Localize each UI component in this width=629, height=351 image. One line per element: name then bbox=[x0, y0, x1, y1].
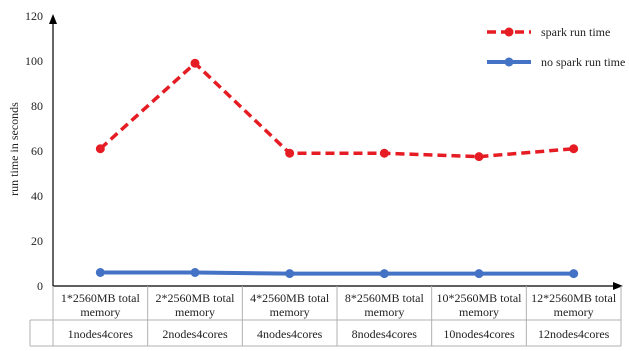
legend-label: no spark run time bbox=[541, 55, 625, 69]
x-tick-label: 2*2560MB total bbox=[155, 291, 235, 305]
data-point bbox=[474, 152, 484, 162]
y-tick-label: 20 bbox=[31, 234, 43, 248]
y-tick-label: 120 bbox=[25, 9, 43, 23]
x-tick-label: 8*2560MB total bbox=[345, 291, 425, 305]
data-point bbox=[95, 268, 105, 277]
data-point bbox=[190, 58, 200, 68]
y-axis-arrow bbox=[49, 14, 57, 24]
x-tick-label: 12*2560MB total bbox=[531, 291, 617, 305]
x-tick-label: memory bbox=[80, 305, 120, 319]
y-tick-label: 100 bbox=[25, 54, 43, 68]
x-tick-label: memory bbox=[459, 305, 499, 319]
legend-marker bbox=[504, 27, 514, 37]
x-tick-label: 4nodes4cores bbox=[257, 327, 323, 341]
series-line-2 bbox=[100, 270, 574, 276]
x-axis-arrow bbox=[613, 282, 623, 290]
data-point bbox=[285, 148, 295, 158]
data-point bbox=[569, 144, 579, 154]
legend-marker bbox=[504, 57, 514, 67]
x-tick-label: 4*2560MB total bbox=[250, 291, 330, 305]
y-tick-label: 40 bbox=[31, 189, 43, 203]
legend: spark run time no spark run time bbox=[487, 25, 625, 69]
legend-label: spark run time bbox=[541, 25, 610, 39]
x-tick-label: memory bbox=[270, 305, 310, 319]
series-lines bbox=[95, 58, 579, 279]
y-tick-labels: 0 20 40 60 80 100 120 bbox=[25, 9, 43, 293]
data-point bbox=[285, 269, 295, 279]
x-tick-label: 12nodes4cores bbox=[538, 327, 610, 341]
x-tick-label: 10nodes4cores bbox=[443, 327, 515, 341]
x-tick-label: 2nodes4cores bbox=[162, 327, 228, 341]
x-tick-label: memory bbox=[364, 305, 404, 319]
data-point bbox=[95, 144, 105, 154]
y-tick-label: 0 bbox=[37, 279, 43, 293]
data-point bbox=[379, 269, 389, 279]
data-point bbox=[569, 269, 579, 279]
data-point bbox=[474, 269, 484, 279]
data-point bbox=[190, 268, 200, 277]
series-line-1 bbox=[99, 61, 574, 159]
x-tick-label: 1*2560MB total bbox=[61, 291, 141, 305]
x-tick-label: memory bbox=[175, 305, 215, 319]
data-point bbox=[379, 148, 389, 158]
x-tick-label: 1nodes4cores bbox=[68, 327, 134, 341]
y-tick-label: 60 bbox=[31, 144, 43, 158]
x-tick-label: 8nodes4cores bbox=[352, 327, 418, 341]
x-tick-label: 10*2560MB total bbox=[436, 291, 522, 305]
y-tick-label: 80 bbox=[31, 99, 43, 113]
category-table: 1*2560MB totalmemory1nodes4cores2*2560MB… bbox=[29, 286, 622, 347]
y-axis-label: run time in seconds bbox=[7, 102, 21, 196]
x-tick-label: memory bbox=[554, 305, 594, 319]
